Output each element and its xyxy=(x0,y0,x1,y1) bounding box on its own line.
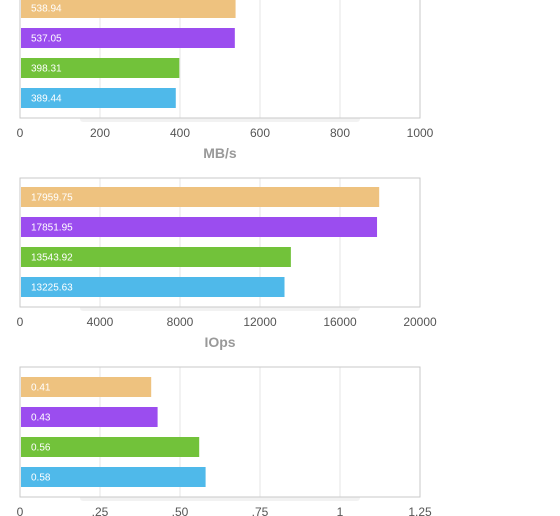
x-tick-label: 0 xyxy=(17,505,24,516)
bar-value-label: 537.05 xyxy=(31,34,62,45)
chart-2: 17959.75 17851.95 13543.92 13225.63 0 4000 800… xyxy=(17,177,437,350)
x-tick-label: 600 xyxy=(250,126,270,140)
x-tick-label: 12000 xyxy=(243,315,277,329)
bar-value-label: 17851.95 xyxy=(31,223,73,234)
bar xyxy=(21,277,285,297)
x-tick-label: 0 xyxy=(17,315,24,329)
bar xyxy=(21,88,176,108)
plot-frame xyxy=(19,0,421,119)
bar-value-label: 0.41 xyxy=(31,383,51,394)
x-tick-label: .25 xyxy=(92,505,109,516)
bar-value-label: 13225.63 xyxy=(31,283,73,294)
x-tick-label: 0 xyxy=(17,126,24,140)
bar-value-label: 389.44 xyxy=(31,94,62,105)
bar xyxy=(21,437,200,457)
bar-value-label: 0.43 xyxy=(31,413,51,424)
x-tick-label: 1 xyxy=(337,505,344,516)
x-tick-label: .75 xyxy=(252,505,269,516)
x-axis-title: IOps xyxy=(204,334,235,350)
chart-3: 0.41 0.43 0.56 0.58 0 .25 .50 .75 1 1.25 xyxy=(17,366,432,516)
bar xyxy=(21,0,236,18)
bar xyxy=(21,58,180,78)
x-tick-label: 20000 xyxy=(403,315,437,329)
bar xyxy=(21,377,152,397)
bar-value-label: 13543.92 xyxy=(31,253,73,264)
bar xyxy=(21,217,378,237)
x-tick-label: .50 xyxy=(172,505,189,516)
x-tick-label: 200 xyxy=(90,126,110,140)
chart-1: 538.94 537.05 398.31 389.44 0 200 400 600 800 100… xyxy=(17,0,434,161)
x-tick-label: 1.25 xyxy=(408,505,432,516)
bar-value-label: 398.31 xyxy=(31,64,62,75)
bar xyxy=(21,467,206,487)
bar-value-label: 0.56 xyxy=(31,443,51,454)
bar-value-label: 17959.75 xyxy=(31,193,73,204)
x-tick-label: 800 xyxy=(330,126,350,140)
x-tick-label: 16000 xyxy=(323,315,357,329)
bar xyxy=(21,187,380,207)
bar-value-label: 538.94 xyxy=(31,4,62,15)
x-tick-label: 8000 xyxy=(167,315,194,329)
bar xyxy=(21,407,158,427)
plot-frame xyxy=(19,177,421,308)
x-tick-label: 4000 xyxy=(87,315,114,329)
bar xyxy=(21,28,235,48)
bar xyxy=(21,247,291,267)
x-tick-label: 400 xyxy=(170,126,190,140)
x-tick-label: 1000 xyxy=(407,126,434,140)
x-axis-title: MB/s xyxy=(203,145,237,161)
bar-value-label: 0.58 xyxy=(31,473,51,484)
plot-frame xyxy=(19,366,421,498)
